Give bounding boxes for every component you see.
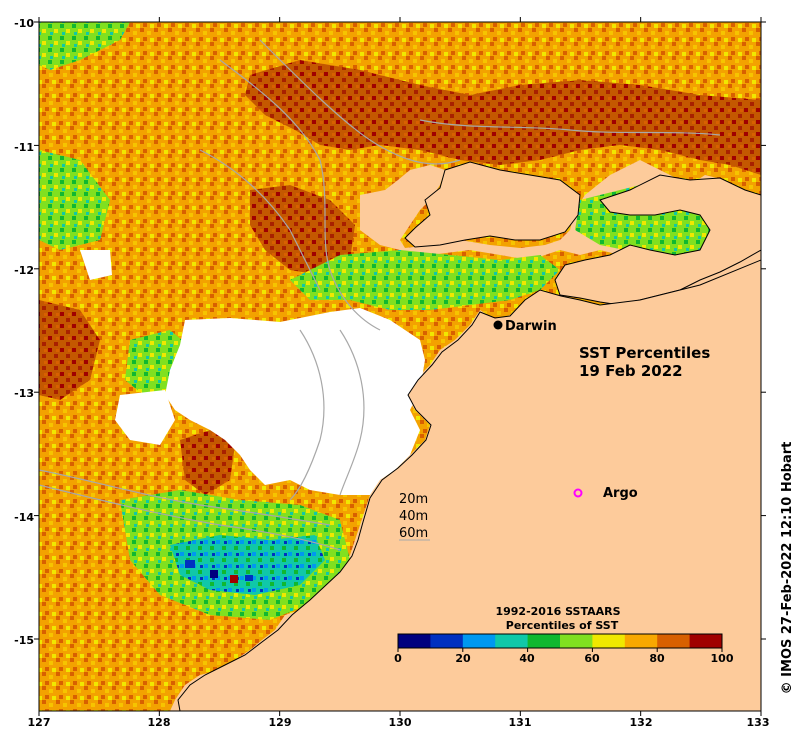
colorbar-ticks [397, 648, 723, 652]
cool-band-north [39, 22, 130, 70]
x-tick-label: 127 [28, 716, 51, 729]
coastline [177, 161, 761, 711]
colorbar-swatch [495, 634, 529, 648]
y-tick-label: -13 [14, 387, 34, 400]
depth-legend: 20m 40m 60m [399, 492, 430, 541]
x-tick-label: 130 [389, 716, 412, 729]
cool-band-west [39, 150, 110, 250]
cold-cell [210, 570, 218, 578]
colorbar-frame [397, 633, 723, 649]
x-axis-labels: 127 128 129 130 131 132 133 [28, 716, 770, 729]
depth-legend-item: 60m [399, 526, 428, 541]
y-tick-label: -15 [14, 634, 34, 647]
colorbar-swatch [560, 634, 593, 648]
tiwi-islands [404, 161, 581, 248]
colorbar: 1992-2016 SSTAARS Percentiles of SST 0 2… [394, 605, 734, 665]
colorbar-subtitle: Percentiles of SST [506, 619, 619, 632]
sst-field [39, 22, 761, 711]
darwin-label: Darwin [505, 319, 557, 334]
colorbar-swatch [657, 634, 691, 648]
y-axis-ticks [34, 21, 766, 640]
colorbar-tick-label: 40 [519, 652, 535, 665]
colorbar-swatch [689, 634, 723, 648]
x-tick-label: 129 [269, 716, 292, 729]
hot-patch-left [39, 300, 100, 400]
colorbar-tick-label: 60 [584, 652, 600, 665]
y-tick-label: -12 [14, 264, 34, 277]
colorbar-swatch [592, 634, 626, 648]
colorbar-swatch [624, 634, 658, 648]
map-date: 19 Feb 2022 [579, 362, 683, 380]
colorbar-swatch [527, 634, 561, 648]
bathymetry-contours [39, 39, 721, 551]
colorbar-tick-label: 20 [455, 652, 471, 665]
hot-cell [230, 575, 238, 583]
colorbar-swatch [398, 634, 431, 648]
colorbar-tick-label: 100 [711, 652, 734, 665]
argo-label: Argo [603, 486, 638, 501]
cool-band-shelf [290, 250, 560, 310]
cold-patch-south [170, 535, 325, 595]
no-data-patch [80, 250, 112, 280]
colorbar-swatch [430, 634, 464, 648]
x-tick-label: 132 [630, 716, 653, 729]
depth-legend-item: 40m [399, 509, 428, 524]
cobourg-peninsula [554, 174, 761, 306]
colorbar-tick-label: 80 [649, 652, 665, 665]
colorbar-swatches [398, 634, 723, 648]
colorbar-swatch [462, 634, 496, 648]
x-tick-label: 128 [148, 716, 171, 729]
argo-float-marker [573, 488, 583, 498]
hot-patch-west [250, 185, 355, 275]
y-axis-labels: -10 -11 -12 -13 -14 -15 [14, 17, 34, 647]
y-tick-label: -11 [14, 141, 34, 154]
x-tick-label: 133 [747, 716, 770, 729]
depth-legend-item: 20m [399, 492, 428, 507]
colorbar-tick-label: 0 [394, 652, 402, 665]
no-data-region [165, 308, 425, 495]
darwin-marker [493, 320, 503, 330]
y-tick-label: -14 [14, 511, 34, 524]
cold-cell [245, 575, 253, 581]
y-tick-label: -10 [14, 17, 34, 30]
hot-patch-south [180, 430, 235, 495]
x-axis-ticks [38, 17, 762, 716]
cold-cell [185, 560, 195, 568]
no-data-patch [115, 390, 175, 445]
colorbar-title: 1992-2016 SSTAARS [495, 605, 620, 618]
x-tick-label: 131 [509, 716, 532, 729]
hot-band [245, 60, 761, 175]
credit-text: © IMOS 27-Feb-2022 12:10 Hobart [780, 442, 795, 695]
darwin-mainland [177, 259, 761, 711]
map-title: SST Percentiles [579, 344, 710, 362]
